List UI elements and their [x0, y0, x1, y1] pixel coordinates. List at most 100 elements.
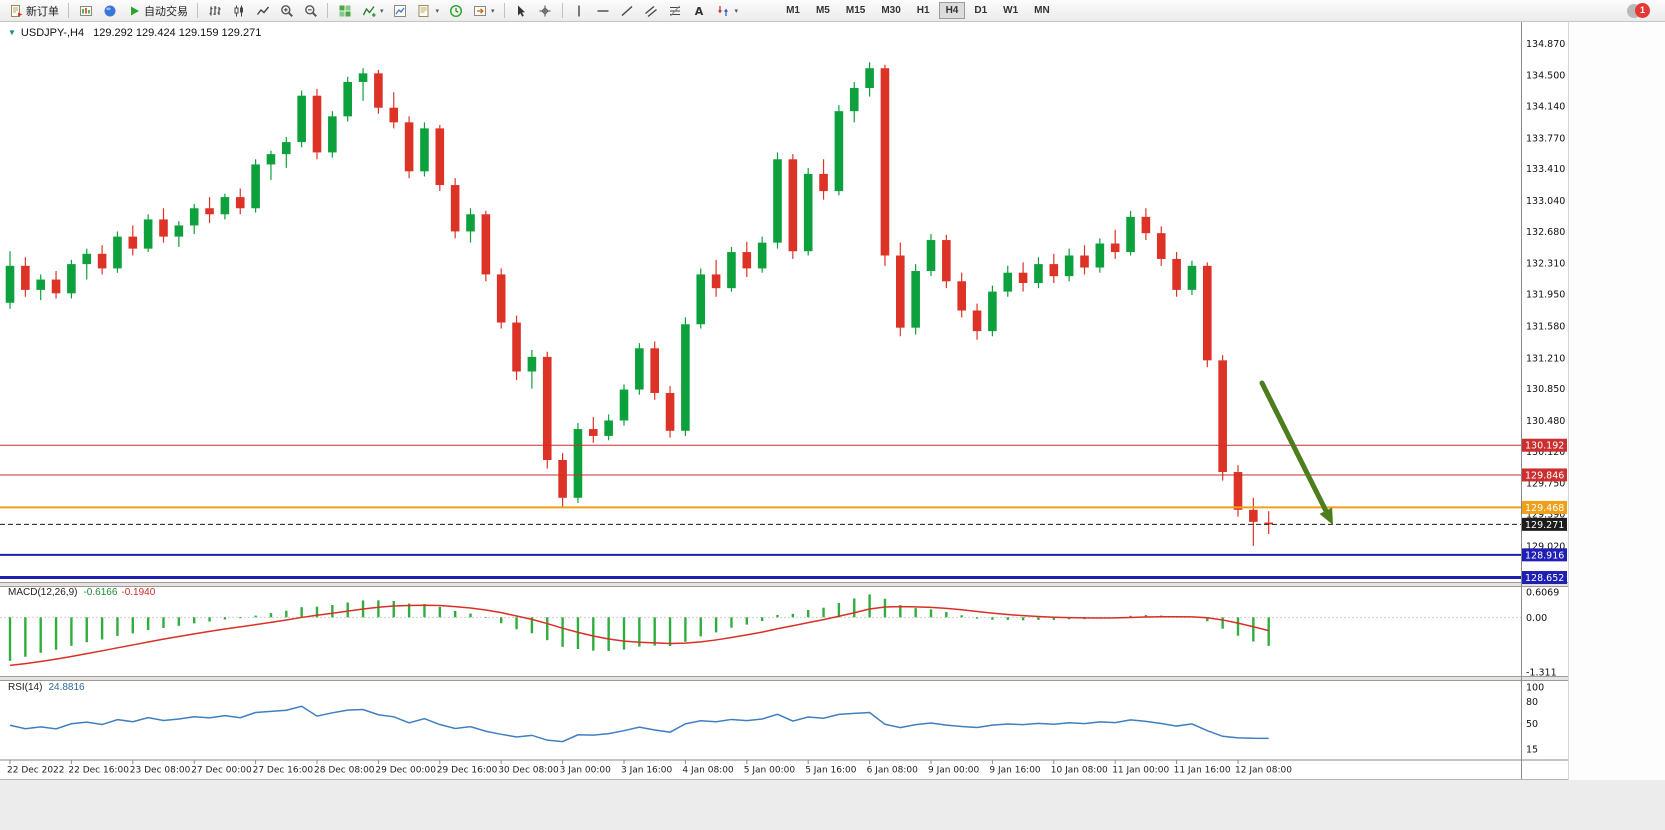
fibonacci-button[interactable]	[664, 1, 687, 21]
chart-title-ohlc: 129.292 129.424 129.159 129.271	[93, 27, 262, 39]
svg-text:3 Jan 16:00: 3 Jan 16:00	[621, 766, 673, 776]
chart-shift-button[interactable]: ▾	[468, 1, 499, 21]
svg-text:9 Jan 16:00: 9 Jan 16:00	[989, 766, 1041, 776]
chart-canvas[interactable]: 0.6069 0.00 -1.311 100 80 50 15 22 Dec 2022 22 D…	[0, 0, 1568, 780]
svg-text:22 Dec 16:00: 22 Dec 16:00	[68, 766, 129, 776]
zoom-in-icon	[279, 3, 294, 18]
tile-windows-button[interactable]	[333, 1, 356, 21]
bar-chart-type-button[interactable]	[203, 1, 226, 21]
timeframe-H4[interactable]: H4	[938, 2, 966, 19]
svg-text:134.140: 134.140	[1526, 102, 1565, 113]
svg-text:129.020: 129.020	[1526, 541, 1565, 552]
dropdown-caret-icon: ▾	[734, 7, 739, 15]
horizontal-line-button[interactable]	[592, 1, 615, 21]
autotrade-button[interactable]: 自动交易	[122, 1, 192, 21]
svg-text:134.500: 134.500	[1526, 71, 1565, 82]
svg-text:30 Dec 08:00: 30 Dec 08:00	[498, 766, 559, 776]
svg-text:129.468: 129.468	[1525, 503, 1564, 514]
zoom-out-icon	[303, 3, 318, 18]
crosshair-button[interactable]	[534, 1, 557, 21]
trendline-icon	[620, 3, 635, 18]
channel-icon	[644, 3, 659, 18]
svg-text:131.950: 131.950	[1526, 290, 1565, 301]
chart-title: ▼ USDJPY-,H4 129.292 129.424 129.159 129.2…	[8, 27, 261, 39]
chart-dropdown-icon[interactable]: ▼	[8, 28, 16, 37]
chart-window-button[interactable]	[74, 1, 97, 21]
svg-text:134.870: 134.870	[1526, 39, 1565, 50]
text-button[interactable]: A	[688, 1, 711, 21]
svg-text:129.390: 129.390	[1526, 510, 1565, 521]
indicators-icon	[361, 3, 376, 18]
timeframe-W1[interactable]: W1	[996, 2, 1025, 19]
svg-text:131.210: 131.210	[1526, 353, 1565, 364]
svg-text:129.846: 129.846	[1525, 470, 1564, 481]
svg-text:3 Jan 00:00: 3 Jan 00:00	[560, 766, 612, 776]
indicator-window-icon	[393, 3, 408, 18]
svg-text:11 Jan 16:00: 11 Jan 16:00	[1174, 766, 1231, 776]
svg-text:133.770: 133.770	[1526, 133, 1565, 144]
zoom-out-button[interactable]	[299, 1, 322, 21]
svg-text:-1.311: -1.311	[1526, 668, 1557, 679]
svg-text:12 Jan 08:00: 12 Jan 08:00	[1235, 766, 1292, 776]
svg-text:27 Dec 16:00: 27 Dec 16:00	[253, 766, 314, 776]
svg-text:28 Dec 08:00: 28 Dec 08:00	[314, 766, 375, 776]
svg-text:128.916: 128.916	[1525, 550, 1564, 561]
line-chart-type-button[interactable]	[251, 1, 274, 21]
templates-button[interactable]: ▾	[413, 1, 444, 21]
timeframe-M15[interactable]: M15	[839, 2, 872, 19]
autoscroll-button[interactable]	[444, 1, 467, 21]
svg-text:133.410: 133.410	[1526, 164, 1565, 175]
svg-text:A: A	[695, 5, 704, 18]
new-order-button[interactable]: 新订单	[4, 1, 63, 21]
autotrade-label: 自动交易	[144, 5, 188, 18]
notifications-button[interactable]: 1	[1627, 2, 1651, 19]
arrows-button[interactable]: ▾	[712, 1, 743, 21]
bar-chart-icon	[207, 3, 222, 18]
candlestick-chart-type-button[interactable]	[227, 1, 250, 21]
svg-text:0.6069: 0.6069	[1526, 588, 1559, 599]
autotrade-play-icon	[126, 3, 141, 18]
svg-text:100: 100	[1526, 683, 1544, 694]
svg-text:128.652: 128.652	[1525, 573, 1564, 584]
svg-text:129.271: 129.271	[1525, 520, 1564, 531]
timeframe-M1[interactable]: M1	[779, 2, 807, 19]
crosshair-icon	[538, 3, 553, 18]
new-order-label: 新订单	[26, 5, 59, 18]
toolbar-separator	[503, 3, 505, 18]
svg-text:130.480: 130.480	[1526, 416, 1565, 427]
svg-text:130.850: 130.850	[1526, 384, 1565, 395]
cursor-button[interactable]	[510, 1, 533, 21]
svg-text:11 Jan 00:00: 11 Jan 00:00	[1112, 766, 1169, 776]
toolbar: 新订单 自动交易	[0, 0, 1665, 22]
svg-text:133.040: 133.040	[1526, 196, 1565, 207]
template-icon	[417, 3, 432, 18]
timeframe-M30[interactable]: M30	[874, 2, 907, 19]
timeframe-MN[interactable]: MN	[1027, 2, 1057, 19]
svg-text:130.120: 130.120	[1526, 447, 1565, 458]
autoscroll-clock-icon	[448, 3, 463, 18]
timeframe-M5[interactable]: M5	[809, 2, 837, 19]
zoom-in-button[interactable]	[275, 1, 298, 21]
timeframe-D1[interactable]: D1	[967, 2, 994, 19]
timeframe-group: M1 M5 M15 M30 H1 H4 D1 W1 MN	[779, 2, 1057, 19]
rsi-value: 24.8816	[48, 682, 85, 693]
macd-label: MACD(12,26,9) -0.6166 -0.1940	[8, 587, 155, 598]
macd-signal-value: -0.1940	[121, 587, 156, 598]
timeframe-H1[interactable]: H1	[910, 2, 937, 19]
svg-text:29 Dec 16:00: 29 Dec 16:00	[437, 766, 498, 776]
toolbar-separator	[327, 3, 328, 18]
indicators-button[interactable]: ▾	[357, 1, 388, 21]
toolbar-separator	[561, 3, 563, 18]
rsi-name: RSI(14)	[8, 682, 43, 693]
svg-text:50: 50	[1526, 719, 1538, 730]
quotes-button[interactable]	[98, 1, 121, 21]
indicator-window-button[interactable]	[389, 1, 412, 21]
new-order-icon	[8, 3, 23, 18]
quotes-globe-icon	[102, 3, 117, 18]
notification-badge: 1	[1635, 2, 1650, 18]
chart-title-symbol: USDJPY-,H4	[20, 27, 85, 39]
trendline-button[interactable]	[616, 1, 639, 21]
channel-button[interactable]	[640, 1, 663, 21]
vertical-line-button[interactable]	[568, 1, 591, 21]
window-background	[1568, 22, 1665, 780]
